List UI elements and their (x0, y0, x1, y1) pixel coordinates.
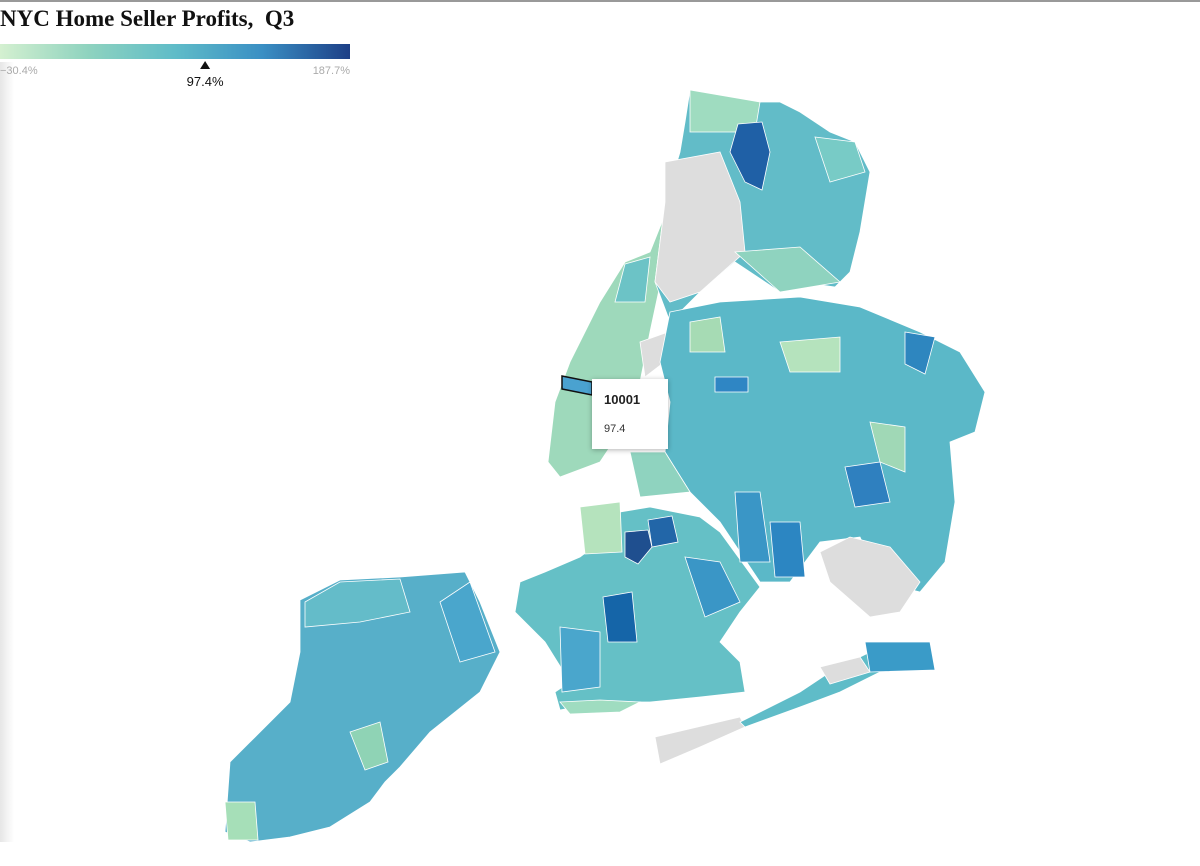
zip-area[interactable] (684, 556, 741, 618)
zip-area[interactable] (349, 721, 389, 771)
zip-area[interactable] (714, 376, 749, 393)
legend-min-label: −30.4% (0, 65, 38, 77)
side-shade (0, 62, 14, 842)
zip-area[interactable] (734, 491, 771, 563)
zip-area[interactable] (629, 451, 691, 498)
zip-area[interactable] (689, 316, 726, 353)
airport (819, 536, 921, 618)
tooltip: 10001 97.4 (592, 379, 668, 449)
legend-marker-label: 97.4% (187, 74, 224, 89)
airport (654, 716, 746, 765)
zip-area[interactable] (304, 578, 411, 628)
zip-area[interactable] (614, 256, 651, 303)
zip-area[interactable] (654, 151, 746, 303)
legend-max-label: 187.7% (313, 65, 351, 77)
title: NYC Home Seller Profits, Q3 (0, 6, 295, 31)
zip-area[interactable] (864, 641, 936, 673)
zip-area[interactable] (624, 529, 653, 565)
zip-area[interactable] (814, 136, 866, 183)
legend-marker (200, 61, 211, 69)
zip-area[interactable] (869, 421, 906, 473)
zip-area[interactable] (647, 515, 679, 548)
tooltip-value: 97.4 (604, 423, 626, 435)
zip-area[interactable] (559, 626, 601, 693)
zip-area[interactable] (579, 501, 623, 555)
zip-area[interactable] (729, 121, 771, 191)
staten-island[interactable] (224, 571, 501, 843)
zip-area[interactable] (602, 591, 638, 643)
tooltip-zip: 10001 (604, 392, 641, 407)
zip-area[interactable] (559, 699, 642, 715)
zip-area[interactable] (224, 801, 259, 841)
zip-area[interactable] (844, 461, 891, 508)
map (224, 89, 986, 843)
zip-area[interactable] (904, 331, 936, 375)
zip-area[interactable] (779, 336, 841, 373)
zip-area[interactable] (439, 581, 496, 663)
legend: −30.4% 187.7% 97.4% (0, 44, 350, 89)
zip-area[interactable] (734, 246, 841, 293)
legend-scale (0, 44, 350, 59)
zip-area[interactable] (769, 521, 806, 578)
